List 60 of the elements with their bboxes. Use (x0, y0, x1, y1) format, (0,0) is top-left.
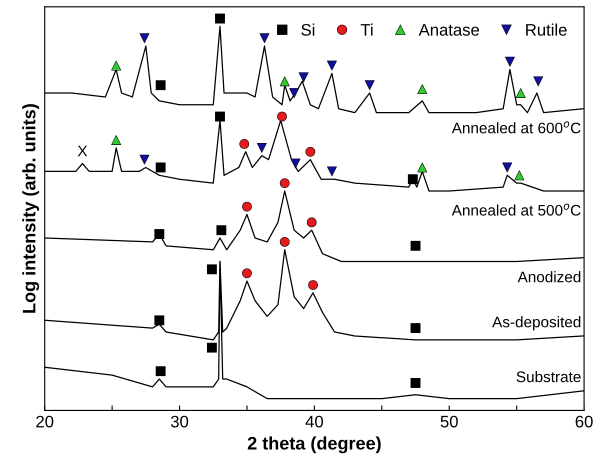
point (514, 170, 524, 180)
point (305, 146, 316, 157)
legend-label: Anatase (418, 24, 480, 36)
point (140, 154, 150, 165)
x-tick-label: 20 (36, 416, 54, 428)
point (242, 202, 252, 212)
point (216, 225, 226, 236)
point (140, 33, 150, 44)
point (111, 135, 122, 145)
point (206, 342, 217, 353)
legend-label: Ti (360, 24, 373, 36)
point (280, 178, 290, 188)
legend-label: Si (301, 24, 314, 36)
point (260, 33, 270, 44)
series-label: Annealed at 500$^{o}$C (452, 204, 581, 216)
point (410, 323, 420, 334)
point (280, 236, 290, 247)
point (239, 139, 250, 149)
x-tick-label: 30 (170, 416, 188, 428)
point (326, 166, 337, 176)
point (289, 88, 300, 98)
point (215, 112, 225, 122)
y-axis-title: Log intensity (arb. units) (22, 104, 40, 313)
point (533, 76, 544, 86)
point (504, 56, 515, 67)
point (306, 217, 317, 228)
x-tick-label: 60 (576, 416, 593, 428)
series-label: Annealed at 600$^{o}$C (452, 121, 581, 134)
point (256, 142, 267, 153)
annotation: X (78, 146, 88, 156)
legend-label: Rutile (526, 24, 567, 36)
series-label: As-deposited (492, 316, 580, 330)
series-label: Anodized (518, 271, 580, 282)
x-axis-title: 2 theta (degree) (248, 436, 381, 454)
x-tick-label: 50 (440, 416, 458, 428)
point (277, 112, 287, 122)
point (154, 315, 164, 326)
point (502, 162, 512, 172)
point (408, 174, 418, 184)
point (280, 76, 290, 86)
point (111, 60, 122, 71)
point (410, 378, 420, 388)
point (156, 366, 166, 376)
point (242, 268, 252, 278)
point (364, 80, 375, 90)
point (154, 229, 164, 240)
point (417, 162, 428, 172)
point (417, 84, 428, 94)
point (215, 14, 225, 24)
point (410, 240, 420, 251)
point (308, 280, 318, 290)
point (516, 88, 526, 98)
point (298, 72, 309, 82)
point (156, 162, 166, 172)
point (156, 80, 166, 90)
x-tick-label: 40 (306, 416, 324, 428)
series-label: Substrate (516, 371, 581, 382)
point (326, 60, 337, 71)
point (290, 158, 300, 168)
point (206, 264, 217, 274)
